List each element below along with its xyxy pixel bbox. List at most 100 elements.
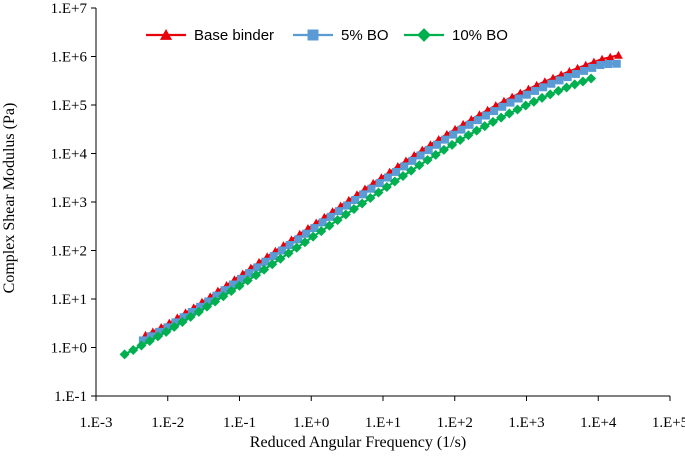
data-point	[481, 111, 490, 120]
data-point	[357, 198, 368, 209]
data-point	[597, 54, 607, 63]
series-5pct-bo	[138, 59, 621, 345]
data-point	[155, 327, 164, 336]
data-point	[138, 336, 147, 345]
data-point	[432, 140, 441, 149]
data-point	[177, 316, 188, 327]
data-point	[308, 231, 319, 242]
data-point	[334, 207, 343, 216]
data-point	[563, 73, 572, 82]
y-tick-label: 1.E+7	[51, 1, 88, 17]
data-point	[548, 73, 558, 82]
data-point	[498, 102, 507, 111]
data-point	[571, 69, 580, 78]
data-point	[340, 209, 351, 220]
data-point	[479, 121, 490, 132]
data-point	[612, 59, 621, 68]
data-point	[441, 135, 450, 144]
data-point	[204, 297, 213, 306]
data-point	[119, 349, 130, 360]
data-point	[490, 107, 499, 116]
data-point	[381, 181, 392, 192]
data-point	[422, 155, 433, 166]
data-point	[269, 252, 278, 261]
legend-item-10pct-bo: 10% BO	[404, 27, 508, 44]
data-point	[187, 307, 196, 316]
data-point	[471, 125, 482, 136]
data-point	[373, 187, 384, 198]
data-point	[212, 291, 221, 300]
y-tick-label: 1.E+1	[51, 292, 87, 308]
data-point	[228, 280, 237, 289]
y-tick-label: 1.E+0	[51, 341, 87, 357]
data-point	[400, 162, 409, 171]
data-point	[392, 167, 401, 176]
data-point	[316, 226, 327, 237]
legend-marker	[417, 28, 431, 42]
data-point	[348, 204, 359, 215]
data-point	[573, 63, 582, 72]
data-point	[326, 212, 335, 221]
data-point	[532, 80, 542, 89]
series-line	[124, 77, 592, 356]
data-point	[259, 264, 270, 275]
series-10pct-bo	[119, 73, 597, 360]
data-point	[302, 229, 311, 238]
data-point	[447, 139, 458, 150]
y-tick-label: 1.E-1	[54, 389, 87, 405]
data-point	[367, 184, 376, 193]
data-point	[359, 190, 368, 199]
data-point	[553, 85, 564, 96]
data-point	[146, 332, 155, 341]
x-tick-label: 1.E+3	[508, 415, 544, 431]
data-point	[234, 280, 245, 291]
data-point	[457, 125, 466, 134]
data-point	[512, 104, 523, 115]
data-point	[201, 301, 212, 312]
data-point	[210, 296, 221, 307]
data-point	[522, 90, 531, 99]
data-point	[506, 98, 515, 107]
data-point	[589, 57, 599, 66]
data-point	[524, 84, 533, 93]
data-point	[144, 336, 155, 347]
data-point	[136, 340, 147, 351]
data-point	[588, 63, 597, 72]
y-tick-label: 1.E+5	[51, 98, 87, 114]
data-point	[161, 326, 172, 337]
data-point	[496, 112, 507, 123]
data-point	[487, 116, 498, 127]
data-point	[504, 108, 515, 119]
data-point	[605, 52, 615, 61]
data-point	[171, 318, 180, 327]
data-point	[332, 215, 343, 226]
data-point	[564, 67, 574, 75]
data-point	[324, 220, 335, 231]
data-point	[514, 94, 523, 103]
legend: Base binder 5% BO 10% BO	[146, 27, 508, 44]
data-point	[291, 242, 302, 253]
x-tick-label: 1.E+2	[437, 415, 473, 431]
data-point	[196, 302, 205, 311]
data-point	[614, 50, 623, 59]
data-point	[245, 269, 254, 278]
data-point	[398, 171, 409, 182]
y-tick-label: 1.E+4	[51, 147, 88, 163]
legend-label: 5% BO	[341, 27, 389, 44]
x-tick-label: 1.E+1	[365, 415, 401, 431]
data-point	[406, 165, 417, 176]
data-point	[185, 311, 196, 322]
data-point	[465, 120, 474, 129]
data-point	[556, 70, 566, 79]
data-point	[438, 144, 449, 155]
data-point	[267, 259, 278, 270]
x-tick-label: 1.E+4	[580, 415, 617, 431]
data-point	[555, 76, 564, 85]
data-point	[351, 195, 360, 204]
data-point	[237, 274, 246, 283]
data-point	[581, 60, 591, 69]
data-point	[310, 224, 319, 233]
data-point	[261, 257, 270, 266]
y-tick-label: 1.E+2	[51, 244, 87, 260]
series-layer	[119, 50, 623, 360]
